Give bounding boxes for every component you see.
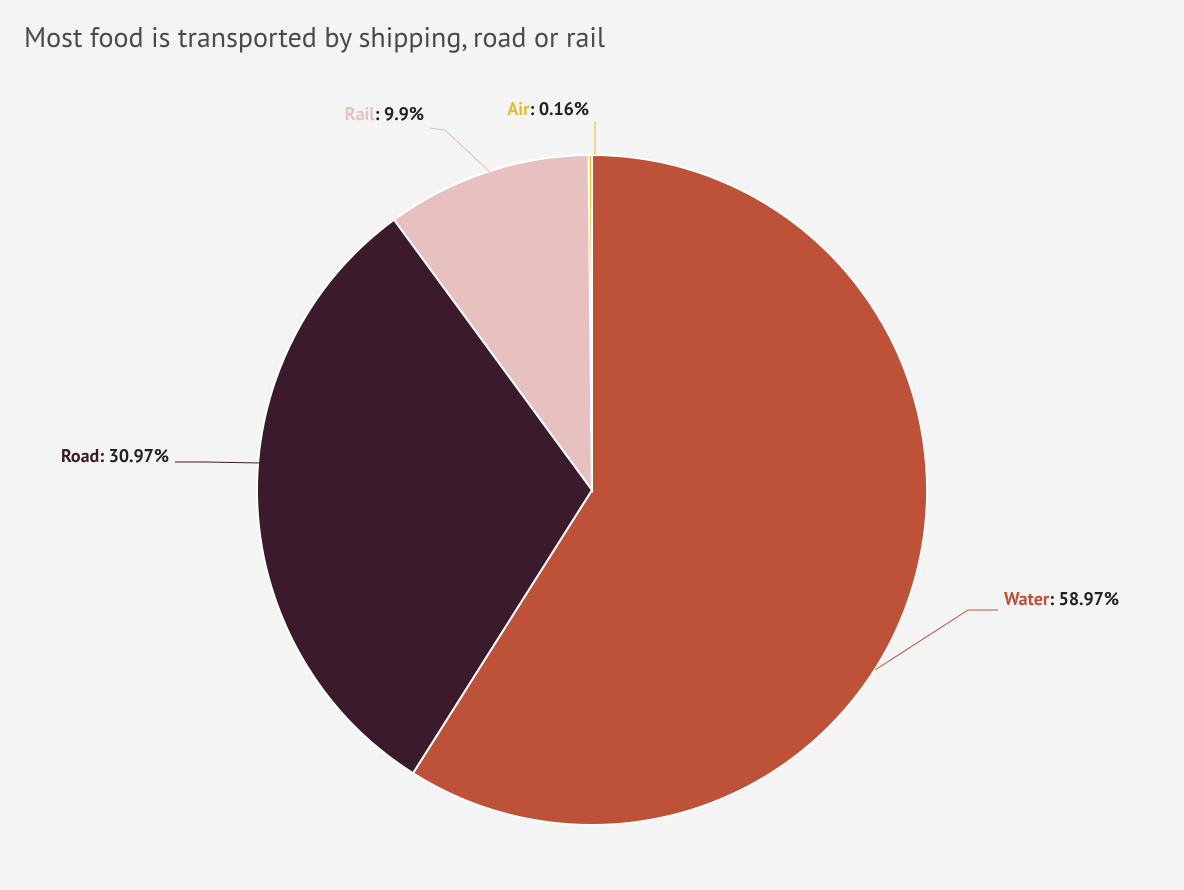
leader-rail xyxy=(430,128,490,172)
slice-label-water: Water: 58.97% xyxy=(1004,587,1119,610)
slice-label-road: Road: 30.97% xyxy=(61,444,169,467)
slice-label-air: Air: 0.16% xyxy=(507,97,589,120)
slice-label-rail: Rail: 9.9% xyxy=(345,102,424,125)
pie-chart: Water: 58.97% Road: 30.97% Rail: 9.9% Air: … xyxy=(0,0,1184,890)
leader-road xyxy=(175,462,265,463)
